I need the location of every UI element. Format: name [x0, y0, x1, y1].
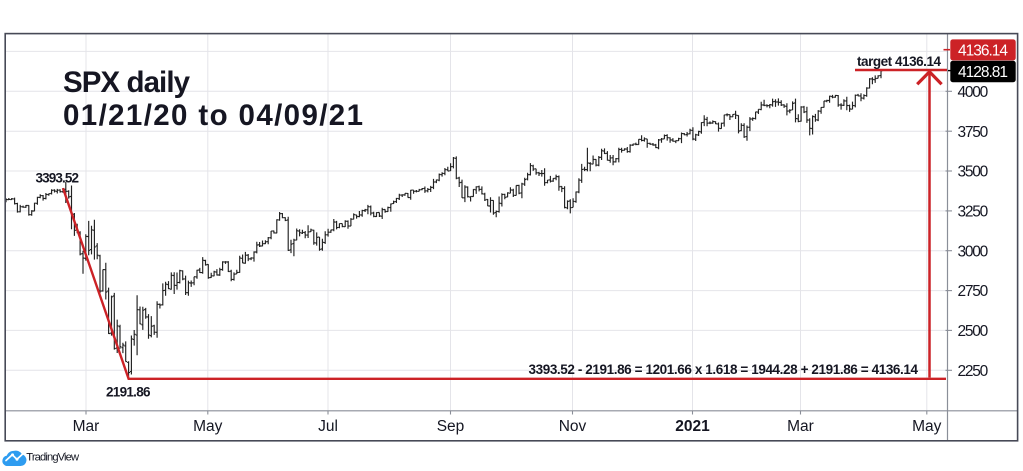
svg-text:May: May	[193, 418, 223, 435]
svg-text:01/21/20 to 04/09/21: 01/21/20 to 04/09/21	[63, 99, 363, 132]
svg-text:Mar: Mar	[787, 418, 814, 435]
svg-text:Jul: Jul	[318, 418, 338, 435]
svg-text:SPX daily: SPX daily	[63, 66, 191, 99]
svg-text:3750: 3750	[958, 124, 989, 141]
svg-text:3000: 3000	[958, 243, 989, 260]
svg-text:3500: 3500	[958, 164, 989, 181]
svg-text:target 4136.14: target 4136.14	[857, 54, 941, 69]
svg-text:Sep: Sep	[437, 418, 465, 435]
svg-text:3250: 3250	[958, 204, 989, 221]
svg-text:TradingView: TradingView	[26, 452, 80, 464]
svg-text:3393.52 - 2191.86 = 1201.66 x: 3393.52 - 2191.86 = 1201.66 x 1.618 = 19…	[529, 362, 919, 377]
svg-text:4000: 4000	[958, 84, 989, 101]
svg-text:2250: 2250	[958, 363, 989, 380]
svg-text:3393.52: 3393.52	[36, 171, 80, 186]
svg-text:Mar: Mar	[73, 418, 100, 435]
svg-text:2191.86: 2191.86	[106, 385, 151, 400]
svg-text:2021: 2021	[675, 418, 710, 435]
svg-text:Nov: Nov	[559, 418, 587, 435]
svg-text:4128.81: 4128.81	[958, 64, 1008, 81]
svg-text:May: May	[912, 418, 942, 435]
svg-text:2750: 2750	[958, 283, 989, 300]
svg-text:4136.14: 4136.14	[958, 42, 1008, 59]
svg-text:2500: 2500	[958, 323, 989, 340]
